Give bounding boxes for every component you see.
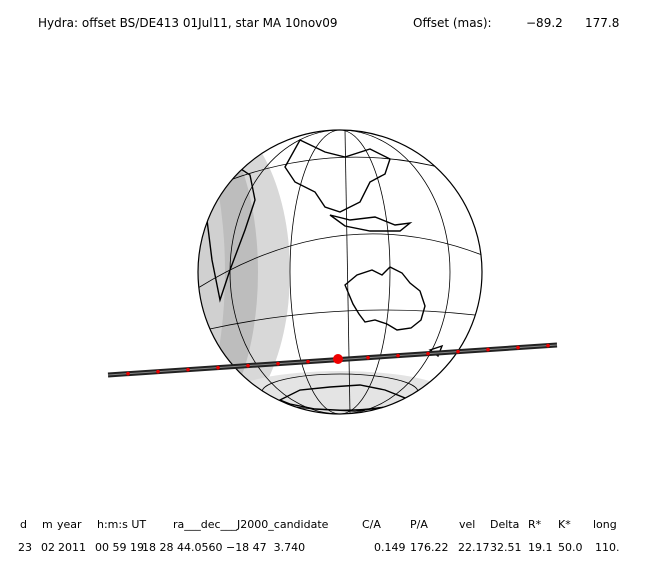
title: Hydra: offset BS/DE413 01Jul11, star MA …	[38, 16, 338, 30]
time-marks	[126, 343, 550, 376]
time-dot	[486, 347, 490, 352]
time-dot	[546, 343, 550, 348]
table-cell: 02	[41, 541, 55, 554]
time-dot	[126, 371, 130, 376]
australia	[344, 266, 426, 331]
parallel	[204, 309, 476, 331]
time-dot	[426, 351, 430, 356]
column-header: long	[593, 518, 617, 531]
column-header: m	[42, 518, 53, 531]
indonesia	[329, 214, 413, 232]
globe	[197, 129, 483, 415]
offset-value: −89.2	[526, 16, 563, 30]
night-zone	[198, 130, 225, 414]
event-table: d m year h:m:s UT ra___dec___J2000_candidate…	[18, 518, 620, 554]
time-dot	[186, 367, 190, 372]
table-cell: 19.1	[528, 541, 553, 554]
parallel	[229, 156, 451, 181]
column-header: year	[57, 518, 82, 531]
time-dot	[396, 353, 400, 358]
column-header: C/A	[362, 518, 381, 531]
offset-label: Offset (mas):	[413, 16, 492, 30]
equator	[198, 233, 482, 289]
column-header: K*	[558, 518, 571, 531]
table-cell: 32.51	[490, 541, 522, 554]
africa	[206, 164, 256, 303]
column-header: d	[20, 518, 27, 531]
shadow-center	[107, 344, 558, 376]
meridian	[289, 130, 391, 414]
time-dot	[306, 359, 310, 364]
globe-limb	[197, 129, 483, 415]
column-header: Delta	[490, 518, 519, 531]
table-cell: 50.0	[558, 541, 583, 554]
time-dot	[246, 363, 250, 368]
table-cell: 23	[18, 541, 32, 554]
column-header: R*	[528, 518, 542, 531]
time-dot	[456, 349, 460, 354]
offset-value: 177.8	[585, 16, 619, 30]
column-header: vel	[459, 518, 475, 531]
closest-approach	[333, 354, 343, 364]
occultation-track	[107, 342, 558, 378]
time-dot	[216, 365, 220, 370]
asia	[284, 139, 391, 213]
table-cell: 0.149	[374, 541, 406, 554]
twilight-zone	[198, 130, 258, 414]
column-header: P/A	[410, 518, 428, 531]
table-cell: 00 59 19.	[95, 541, 147, 554]
column-header: h:m:s UT	[97, 518, 146, 531]
column-header: ra___dec___J2000_candidate	[173, 518, 329, 531]
time-dot	[516, 345, 520, 350]
table-cell: 176.22	[410, 541, 449, 554]
polar-zone	[230, 371, 450, 414]
meridian	[344, 130, 351, 414]
time-dot	[276, 361, 280, 366]
table-cell: 22.17	[458, 541, 490, 554]
time-dot	[156, 369, 160, 374]
table-cell: 2011	[58, 541, 86, 554]
table-cell: 110.	[595, 541, 620, 554]
time-dot	[366, 355, 370, 360]
table-cell: 18 28 44.0560 −18 47 3.740	[142, 541, 305, 554]
